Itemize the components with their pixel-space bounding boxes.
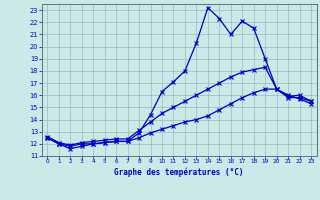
X-axis label: Graphe des températures (°C): Graphe des températures (°C) (115, 167, 244, 177)
